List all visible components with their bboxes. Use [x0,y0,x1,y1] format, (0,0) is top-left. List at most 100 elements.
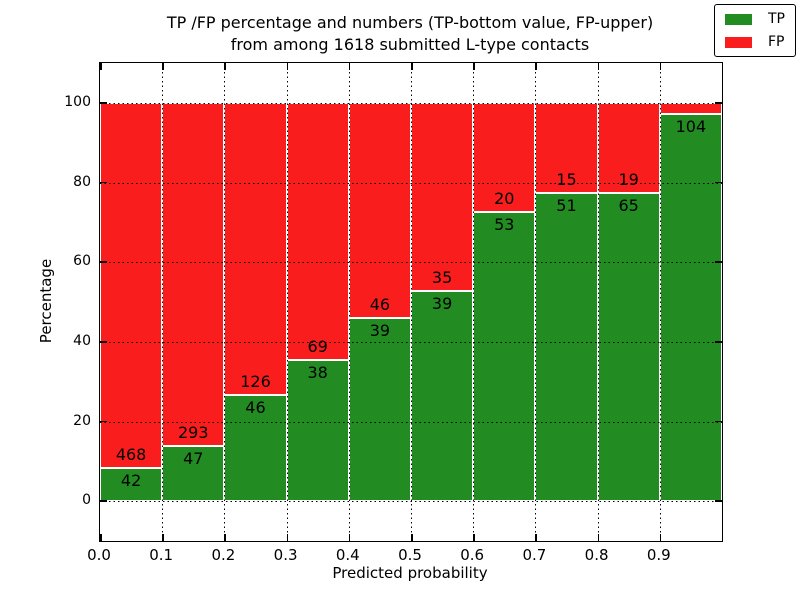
tp-count-label: 47 [183,449,204,469]
legend: TP FP [714,4,796,57]
x-tick-label: 0.6 [460,546,485,564]
y-tick-mark [715,261,722,263]
fp-count-label: 46 [369,295,391,315]
y-tick-mark [715,181,722,184]
y-tick-mark [715,341,722,343]
x-tick-mark [348,63,351,70]
bar-segment-tp [286,359,349,502]
fp-count-label: 468 [115,445,147,465]
chart-title-line2: from among 1618 submitted L-type contact… [230,35,590,54]
vertical-gridline [348,63,350,541]
x-tick-mark [597,534,600,541]
fp-count-label: 20 [494,188,515,208]
plot-area: 468 42 293 47 126 46 69 38 46 39 35 39 20 53 15 51 19 65 1… [99,62,723,542]
horizontal-gridline [100,501,722,503]
y-tick-mark [715,102,722,104]
bar-segment-fp [162,102,225,447]
horizontal-gridline [100,102,722,104]
bar-segment-tp [473,211,536,502]
x-tick-mark [473,534,475,541]
horizontal-gridline [100,341,722,343]
x-tick-mark [348,534,351,541]
x-tick-label: 0.0 [87,546,111,564]
y-tick-mark [100,181,107,184]
x-axis-label: Predicted probability [332,564,488,582]
x-tick-label: 0.3 [273,546,298,564]
fp-count-label: 15 [556,170,577,190]
fp-count-label: 19 [618,169,639,189]
vertical-gridline [535,63,537,541]
y-tick-label: 20 [73,412,91,429]
vertical-gridline [411,63,412,541]
fp-count-label: 293 [178,423,209,443]
bar-segment-fp [224,102,287,395]
y-tick-mark [100,261,107,263]
fp-count-label: 35 [431,268,453,288]
vertical-gridline [473,63,475,541]
y-tick-mark [100,420,107,423]
tp-count-label: 39 [369,321,391,341]
y-tick-mark [100,102,107,104]
tp-count-label: 46 [245,397,266,417]
x-tick-mark [473,63,475,70]
bar-segment-tp [411,291,474,502]
horizontal-gridline [100,421,722,423]
bar-segment-tp [597,192,660,502]
y-tick-mark [715,420,722,423]
y-tick-label: 60 [73,253,91,270]
x-tick-mark [162,63,164,70]
x-tick-mark [411,63,413,70]
x-tick-label: 0.1 [149,546,174,564]
tp-count-label: 42 [120,471,142,491]
x-tick-label: 0.4 [335,546,360,564]
y-tick-mark [715,500,722,502]
x-tick-mark [162,534,164,541]
x-tick-label: 0.7 [522,546,547,564]
y-tick-mark [100,500,107,502]
x-tick-label: 0.2 [211,546,236,564]
chart-title: TP /FP percentage and numbers (TP-bottom… [99,12,721,56]
bar-segment-tp [100,468,163,502]
y-tick-label: 0 [82,492,91,509]
vertical-gridline [162,63,164,541]
vertical-gridline [659,63,661,541]
x-tick-mark [100,63,102,70]
legend-swatch-fp [725,36,752,48]
y-axis-label: Percentage [37,258,55,344]
vertical-gridline [224,63,226,541]
legend-entry-tp: TP [725,12,785,26]
x-tick-mark [659,63,662,70]
x-tick-mark [535,534,537,541]
x-tick-mark [535,63,537,70]
tp-count-label: 39 [431,294,453,314]
bar-segment-fp [286,102,349,360]
legend-label-tp: TP [768,11,785,27]
bar-segment-tp [348,318,411,502]
legend-swatch-tp [725,13,752,25]
tp-count-label: 65 [618,195,639,215]
x-tick-mark [597,63,600,70]
vertical-gridline [286,63,288,541]
y-tick-label: 80 [73,173,91,190]
x-tick-mark [286,534,289,541]
x-tick-mark [659,534,662,541]
vertical-gridline [597,63,599,541]
tp-count-label: 38 [307,362,328,382]
y-tick-mark [100,341,107,343]
x-tick-mark [286,63,289,70]
x-tick-label: 0.5 [398,546,422,564]
x-tick-mark [411,534,413,541]
legend-entry-fp: FP [725,35,785,49]
fp-count-label: 126 [240,371,271,391]
y-tick-label: 100 [64,93,91,110]
horizontal-gridline [100,262,722,264]
bar-segment-tp [535,193,598,502]
bar-segment-fp [100,102,163,469]
tp-count-label: 51 [556,196,577,216]
fp-count-label: 69 [307,336,328,356]
y-tick-label: 40 [73,332,91,349]
legend-label-fp: FP [768,34,785,50]
tp-count-label: 104 [675,117,707,136]
bar-segment-fp [659,102,722,114]
